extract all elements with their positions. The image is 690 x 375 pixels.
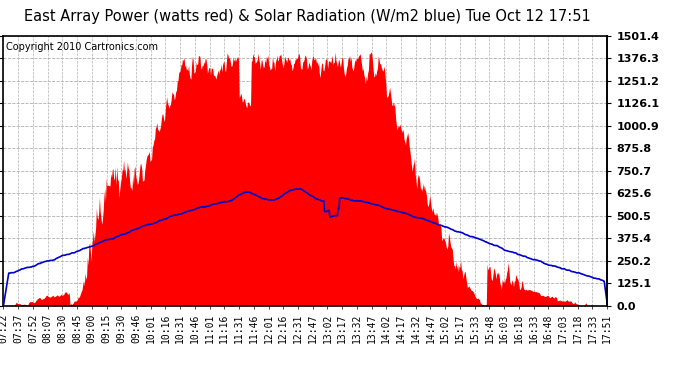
Text: Copyright 2010 Cartronics.com: Copyright 2010 Cartronics.com (6, 42, 159, 52)
Text: East Array Power (watts red) & Solar Radiation (W/m2 blue) Tue Oct 12 17:51: East Array Power (watts red) & Solar Rad… (23, 9, 591, 24)
